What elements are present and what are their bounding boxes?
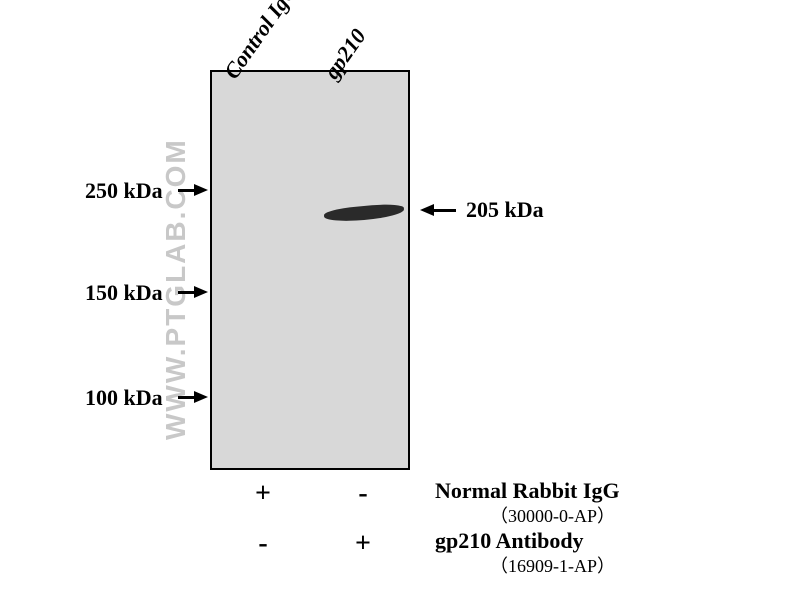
- pm-row1-col2: -: [348, 478, 378, 510]
- arrow-shaft-band: [432, 209, 456, 212]
- legend-gp210-sub: （16909-1-AP）: [490, 552, 615, 578]
- pm-row2-col2: +: [348, 528, 378, 560]
- blot-membrane: [210, 70, 410, 470]
- legend-normal-sub: （30000-0-AP）: [490, 502, 615, 528]
- arrow-head-250: [194, 184, 208, 196]
- marker-250: 250 kDa: [85, 178, 163, 204]
- watermark-text: WWW.PTGLAB.COM: [160, 138, 192, 440]
- arrow-head-100: [194, 391, 208, 403]
- legend-normal-main: Normal Rabbit IgG: [435, 478, 620, 504]
- marker-150: 150 kDa: [85, 280, 163, 306]
- pm-row1-col1: +: [248, 478, 278, 510]
- marker-100: 100 kDa: [85, 385, 163, 411]
- figure-container: WWW.PTGLAB.COM Control IgG gp210 250 kDa…: [0, 0, 800, 600]
- band-label: 205 kDa: [466, 197, 544, 223]
- pm-row2-col1: -: [248, 528, 278, 560]
- legend-gp210-main: gp210 Antibody: [435, 528, 584, 554]
- protein-band: [324, 203, 404, 224]
- arrow-head-150: [194, 286, 208, 298]
